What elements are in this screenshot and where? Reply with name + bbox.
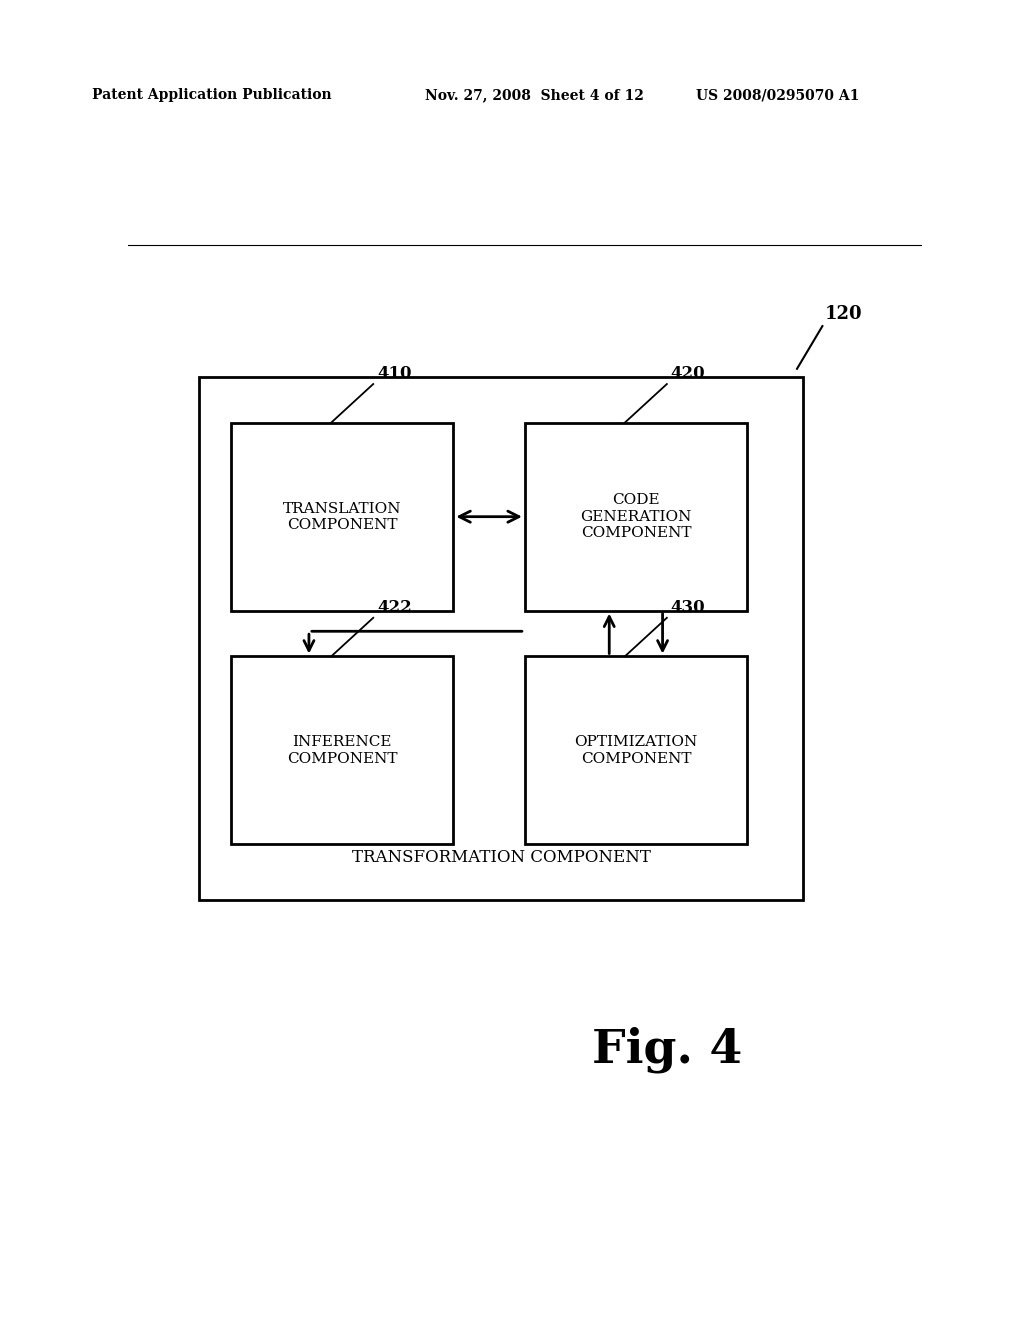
Text: Fig. 4: Fig. 4 (593, 1027, 742, 1073)
Text: TRANSLATION
COMPONENT: TRANSLATION COMPONENT (283, 502, 401, 532)
Bar (524, 656, 748, 845)
Bar (524, 422, 748, 611)
Text: US 2008/0295070 A1: US 2008/0295070 A1 (696, 88, 860, 103)
Text: 120: 120 (824, 305, 862, 323)
Bar (200, 378, 803, 900)
Text: OPTIMIZATION
COMPONENT: OPTIMIZATION COMPONENT (574, 735, 697, 766)
Text: 430: 430 (671, 599, 706, 615)
Text: TRANSFORMATION COMPONENT: TRANSFORMATION COMPONENT (351, 849, 650, 866)
Bar (231, 656, 454, 845)
Text: Patent Application Publication: Patent Application Publication (92, 88, 332, 103)
Text: 422: 422 (377, 599, 412, 615)
Text: Nov. 27, 2008  Sheet 4 of 12: Nov. 27, 2008 Sheet 4 of 12 (425, 88, 644, 103)
Text: CODE
GENERATION
COMPONENT: CODE GENERATION COMPONENT (581, 494, 691, 540)
Text: INFERENCE
COMPONENT: INFERENCE COMPONENT (287, 735, 397, 766)
Text: 410: 410 (377, 366, 412, 381)
Bar (231, 422, 454, 611)
Text: 420: 420 (671, 366, 706, 381)
